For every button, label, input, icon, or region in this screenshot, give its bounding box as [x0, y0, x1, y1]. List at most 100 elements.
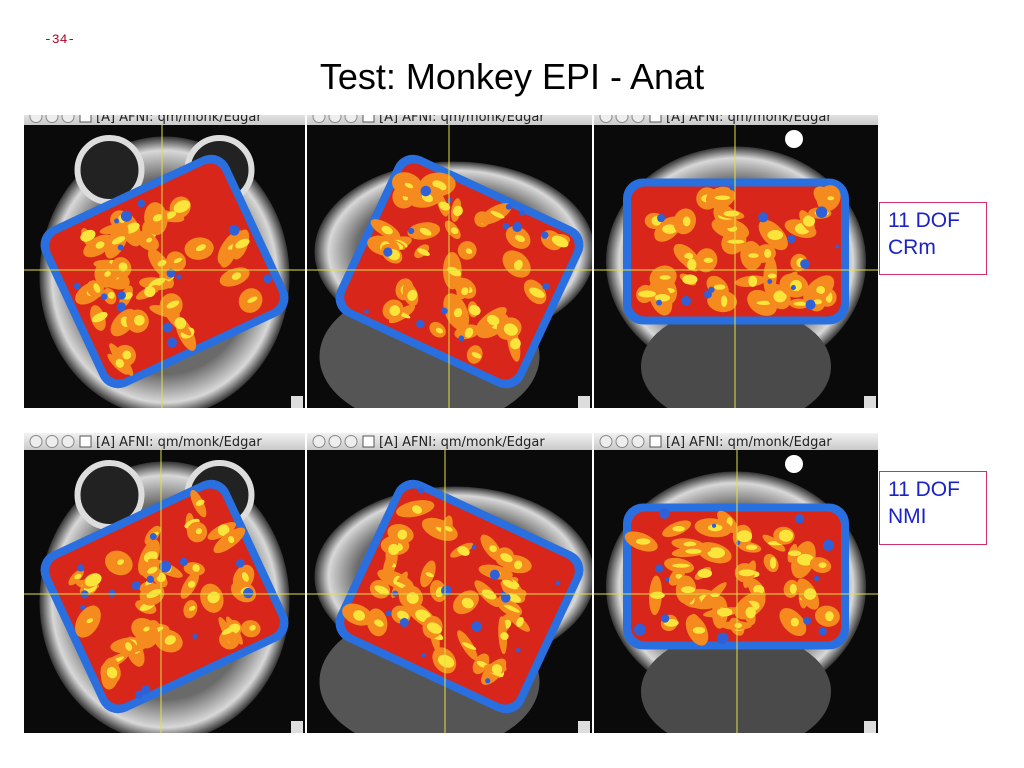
window-title: [A] AFNI: qm/monk/Edgar — [96, 110, 262, 125]
blob — [249, 624, 256, 631]
overlay — [40, 154, 289, 389]
blob — [228, 224, 240, 236]
blob — [738, 569, 756, 577]
blob — [73, 282, 81, 290]
blob — [790, 285, 796, 291]
blob — [364, 309, 369, 314]
window-button — [61, 435, 75, 448]
blob — [461, 287, 469, 296]
jaw — [641, 306, 831, 408]
window-button — [631, 115, 645, 123]
blob — [802, 215, 816, 227]
blob — [703, 257, 714, 263]
blob — [734, 622, 743, 629]
close-icon — [362, 115, 375, 123]
window-button — [615, 115, 629, 123]
blob — [805, 299, 816, 310]
blob — [638, 290, 656, 298]
blob — [108, 589, 116, 597]
blob — [748, 275, 758, 287]
blob — [758, 212, 769, 223]
blob — [106, 666, 118, 679]
blob — [457, 546, 470, 556]
blob — [104, 271, 111, 277]
blob — [162, 322, 173, 333]
blob — [416, 319, 425, 329]
afni-panel: [A] AFNI: qm/monk/Edgar — [24, 433, 305, 733]
blob — [407, 289, 418, 301]
title-bar — [24, 115, 305, 125]
marker — [785, 455, 803, 473]
blob — [490, 210, 505, 219]
blob — [505, 203, 512, 210]
blob — [396, 610, 409, 621]
blob — [137, 199, 146, 208]
blob — [659, 275, 671, 280]
blob — [714, 195, 731, 201]
resize-grip — [578, 396, 590, 408]
close-icon — [79, 115, 92, 123]
window-button — [29, 435, 43, 448]
blob — [736, 530, 753, 543]
overlay — [335, 154, 584, 389]
blob — [412, 505, 423, 514]
blob — [117, 291, 126, 300]
blob — [84, 573, 102, 587]
blob — [117, 244, 124, 251]
blob — [383, 247, 393, 257]
blob — [144, 286, 156, 298]
blob — [769, 557, 777, 569]
blob — [813, 299, 823, 305]
blob — [122, 350, 132, 360]
resize-grip — [291, 721, 303, 733]
blob — [787, 234, 796, 244]
blob — [159, 560, 172, 573]
blob — [491, 664, 503, 675]
blob — [188, 605, 196, 611]
blob — [501, 593, 511, 603]
window-button — [599, 115, 613, 123]
blob — [462, 642, 477, 650]
blob — [465, 248, 473, 255]
blob — [512, 222, 523, 232]
blob — [684, 252, 694, 260]
blob — [748, 253, 759, 258]
slide-title: Test: Monkey EPI - Anat — [319, 56, 705, 97]
blob — [773, 290, 787, 303]
blob — [166, 300, 180, 309]
blob — [529, 287, 545, 298]
afni-panel: [A] AFNI: qm/monk/Edgar — [307, 433, 592, 733]
blob — [800, 259, 810, 269]
blob — [813, 575, 820, 581]
blob — [767, 279, 773, 284]
window-button — [615, 435, 629, 448]
blob — [419, 227, 432, 236]
blob — [195, 528, 203, 535]
blob — [125, 642, 133, 651]
blob — [107, 291, 115, 299]
blob — [173, 257, 183, 264]
blob — [174, 317, 187, 330]
title-bar — [594, 433, 878, 450]
blob — [471, 621, 483, 632]
blob — [146, 575, 154, 584]
blob — [506, 593, 521, 603]
blob — [822, 539, 834, 551]
blob — [515, 647, 521, 653]
blob — [247, 296, 258, 303]
blob — [235, 558, 245, 568]
blob — [148, 277, 166, 288]
blob — [388, 543, 400, 555]
blob — [461, 597, 474, 609]
blob — [662, 224, 678, 234]
blob — [389, 305, 401, 317]
blob — [500, 553, 513, 563]
blob — [135, 690, 144, 699]
blob — [816, 286, 826, 295]
blob — [745, 606, 756, 619]
blob — [435, 327, 444, 334]
blob — [672, 525, 685, 532]
blob — [825, 611, 834, 622]
blob — [167, 337, 178, 348]
